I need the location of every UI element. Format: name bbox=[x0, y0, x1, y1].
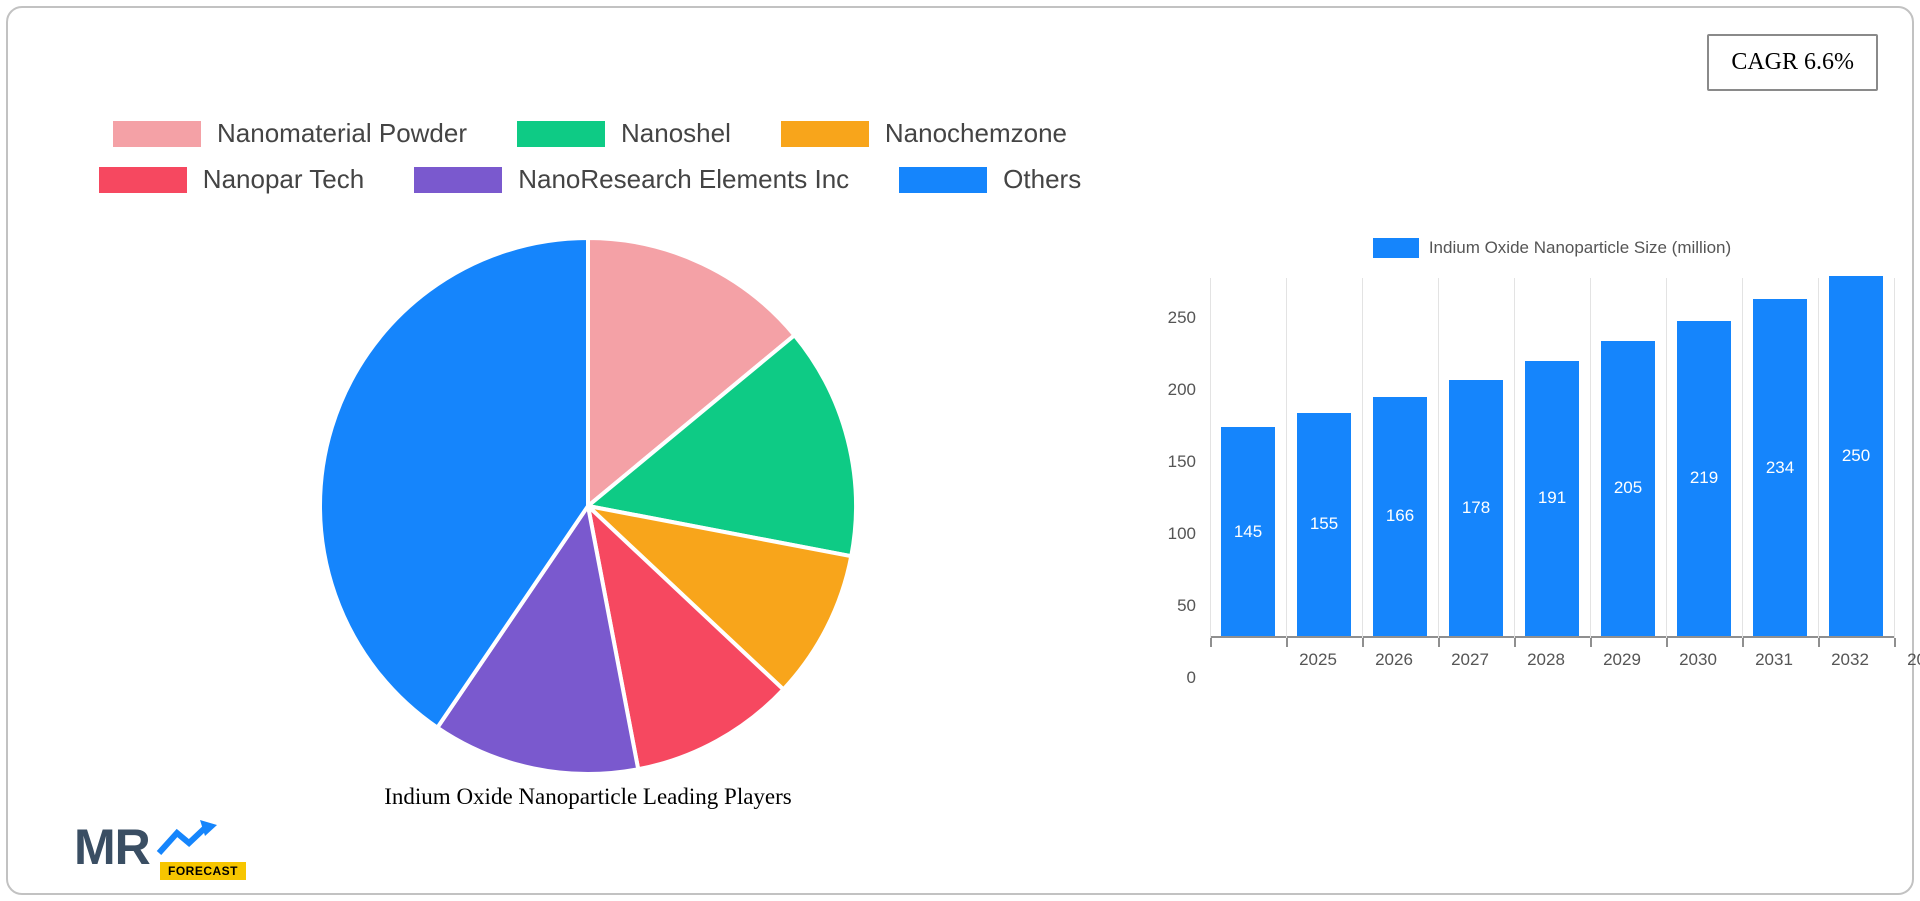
legend-label: Nanochemzone bbox=[884, 118, 1067, 148]
pie-slice-nanochemzone bbox=[586, 504, 854, 692]
gridline bbox=[1742, 278, 1743, 638]
legend-item: Nanomaterial Powder bbox=[113, 118, 467, 149]
bar-2028: 178 bbox=[1449, 379, 1503, 636]
y-axis-label: 150 bbox=[1167, 452, 1196, 471]
bar-2026: 155 bbox=[1297, 412, 1351, 636]
legend-label: Nanopar Tech bbox=[202, 164, 365, 194]
bar-2025: 145 bbox=[1221, 427, 1275, 636]
legend-swatch bbox=[113, 120, 201, 147]
y-axis-label: 100 bbox=[1167, 524, 1196, 543]
bar-value-label: 145 bbox=[1233, 521, 1263, 541]
y-axis-label: 0 bbox=[1186, 668, 1196, 687]
logo-forecast-badge: FORECAST bbox=[160, 862, 246, 880]
bar-value-label: 234 bbox=[1765, 457, 1795, 477]
cagr-badge: CAGR 6.6% bbox=[1707, 34, 1878, 91]
pie-slice-nanopar-tech bbox=[586, 504, 786, 772]
logo-text: MR bbox=[74, 819, 151, 875]
y-axis-label: 250 bbox=[1167, 308, 1196, 327]
legend-swatch bbox=[517, 120, 606, 147]
bar-legend-label: Indium Oxide Nanoparticle Size (million) bbox=[1428, 238, 1732, 257]
legend-item: Nanoshel bbox=[517, 118, 731, 149]
bar-2029: 191 bbox=[1525, 360, 1579, 636]
x-axis: 2025 2026 2027 2028 2029 2030 2031 2032 2033 bbox=[1280, 650, 1920, 676]
x-axis-label: 2028 bbox=[1527, 650, 1565, 669]
bar-plot-area: 0 50 100 150 200 250 145 155 166 178 191 205 219 234… bbox=[1140, 276, 1920, 687]
pie-chart-title: Indium Oxide Nanoparticle Leading Player… bbox=[384, 784, 792, 809]
x-axis-tick bbox=[1666, 638, 1668, 647]
pie-slice-others bbox=[318, 236, 590, 730]
x-axis-label: 2027 bbox=[1451, 650, 1489, 669]
gridline bbox=[1666, 278, 1667, 638]
legend-label: Others bbox=[1003, 164, 1082, 194]
pie-slice-nanoresearch-elements-inc bbox=[435, 504, 641, 776]
gridline bbox=[1590, 278, 1591, 638]
legend-item: Others bbox=[899, 164, 1081, 195]
bar-2030: 205 bbox=[1601, 340, 1655, 636]
legend-label: Nanomaterial Powder bbox=[217, 118, 468, 148]
bar-2033: 250 bbox=[1829, 276, 1883, 636]
x-axis-label: 2025 bbox=[1299, 650, 1337, 669]
pie-slice-nanomaterial-powder bbox=[586, 236, 797, 508]
gridline bbox=[1818, 278, 1819, 638]
gridline bbox=[1894, 278, 1895, 638]
pie-chart bbox=[318, 236, 858, 776]
bar-value-label: 250 bbox=[1841, 446, 1871, 465]
x-axis-tick bbox=[1438, 638, 1440, 647]
y-axis: 0 50 100 150 200 250 bbox=[1140, 308, 1196, 687]
bar-2032: 234 bbox=[1753, 299, 1807, 636]
legend-swatch bbox=[98, 166, 187, 193]
bar-value-label: 178 bbox=[1461, 497, 1491, 517]
gridline bbox=[1362, 278, 1363, 638]
gridline bbox=[1286, 278, 1287, 638]
y-axis-label: 200 bbox=[1167, 380, 1196, 399]
trend-arrow-icon bbox=[156, 820, 217, 856]
x-axis-tick bbox=[1894, 638, 1896, 647]
bar-chart: Indium Oxide Nanoparticle Size (million)… bbox=[1140, 238, 1920, 687]
x-axis-tick bbox=[1210, 638, 1212, 647]
bar-value-label: 191 bbox=[1537, 488, 1567, 508]
pie-slice-nanoshel bbox=[586, 333, 858, 559]
bar-value-label: 205 bbox=[1613, 478, 1643, 498]
x-axis-tick bbox=[1818, 638, 1820, 647]
bar-value-label: 166 bbox=[1385, 506, 1415, 526]
x-axis-label: 2033 bbox=[1907, 650, 1920, 669]
legend-label: Nanoshel bbox=[621, 118, 731, 148]
x-axis-label: 2030 bbox=[1679, 650, 1717, 669]
legend-item: Nanopar Tech bbox=[98, 164, 365, 195]
mr-forecast-logo: MR FORECAST bbox=[74, 818, 254, 888]
legend-item: Nanochemzone bbox=[780, 118, 1067, 149]
pie-legend: Nanomaterial Powder Nanoshel Nanochemzone N… bbox=[70, 118, 1110, 195]
legend-row: Nanopar Tech NanoResearch Elements Inc Oth… bbox=[98, 164, 1081, 195]
x-axis-tick bbox=[1362, 638, 1364, 647]
bar-2031: 219 bbox=[1677, 320, 1731, 636]
legend-swatch bbox=[414, 166, 503, 193]
bar-chart-legend: Indium Oxide Nanoparticle Size (million) bbox=[1210, 238, 1894, 258]
bar-value-label: 155 bbox=[1309, 514, 1339, 534]
gridline bbox=[1438, 278, 1439, 638]
legend-item: NanoResearch Elements Inc bbox=[414, 164, 849, 195]
legend-row: Nanomaterial Powder Nanoshel Nanochemzone bbox=[113, 118, 1067, 149]
x-axis-tick bbox=[1514, 638, 1516, 647]
legend-label: NanoResearch Elements Inc bbox=[518, 164, 850, 194]
legend-swatch bbox=[780, 120, 869, 147]
gridline bbox=[1514, 278, 1515, 638]
bar-2027: 166 bbox=[1373, 396, 1427, 636]
y-axis-label: 50 bbox=[1177, 596, 1196, 615]
x-axis-tick bbox=[1590, 638, 1592, 647]
gridline bbox=[1210, 278, 1211, 638]
x-axis-label: 2026 bbox=[1375, 650, 1413, 669]
x-axis-tick bbox=[1742, 638, 1744, 647]
bar-value-label: 219 bbox=[1689, 468, 1719, 488]
x-axis-label: 2031 bbox=[1755, 650, 1793, 669]
x-axis-tick bbox=[1286, 638, 1288, 647]
legend-swatch bbox=[899, 166, 988, 193]
plot-grid: 145 155 166 178 191 205 219 234 250 bbox=[1210, 276, 1896, 647]
bar-legend-swatch bbox=[1372, 238, 1419, 258]
x-axis-label: 2029 bbox=[1603, 650, 1641, 669]
x-axis-label: 2032 bbox=[1831, 650, 1869, 669]
